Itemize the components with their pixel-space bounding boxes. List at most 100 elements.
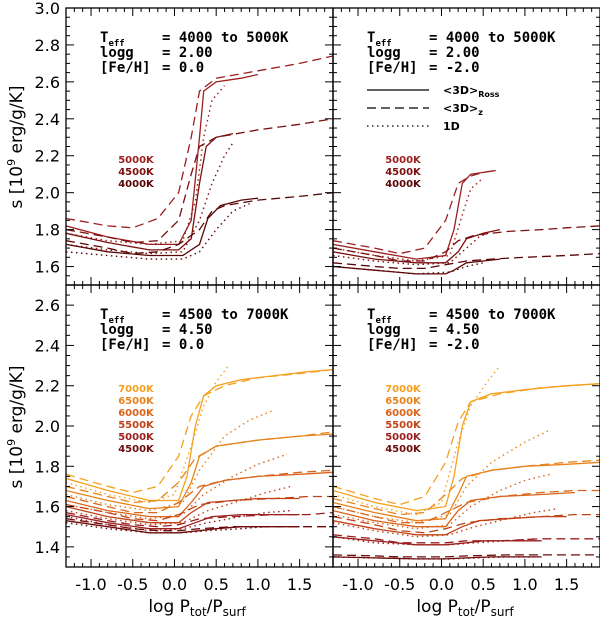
- legend-subscript: z: [478, 108, 483, 117]
- series-5500K-dashed-line: [66, 495, 333, 522]
- x-tick-label: 1.5: [287, 575, 312, 594]
- series-4000K-solid-line: [66, 197, 258, 257]
- series-5500K-solid-line: [333, 515, 567, 536]
- series-4000K-solid-line: [333, 258, 500, 275]
- x-axis-title: log Ptot/Psurf: [416, 597, 514, 619]
- x-tick-label: -1.0: [342, 575, 373, 594]
- series-7000K-dashed-line: [333, 383, 600, 506]
- y-tick-label: 2.2: [35, 147, 60, 166]
- x-tick-label: 1.5: [554, 575, 579, 594]
- series-6000K-solid-line: [66, 471, 333, 518]
- series-4500K-dashed-line: [333, 554, 600, 558]
- series-4500K-solid-line: [333, 228, 501, 264]
- y-axis-unit: erg/g/K]: [7, 86, 27, 159]
- temperature-label: 7000K: [385, 384, 422, 395]
- series-group: [66, 55, 333, 260]
- x-axis-subscript: tot: [190, 605, 207, 619]
- param-value: = 4.50: [162, 322, 213, 338]
- x-tick-label: 0.5: [470, 575, 495, 594]
- series-5000K-dashed-line: [333, 534, 600, 544]
- panel-bottom-left: 1.41.61.82.02.22.42.6 Teff = 4500 to 7000K…: [35, 284, 334, 594]
- series-4500K-solid-line: [66, 520, 300, 534]
- series-4500K-dashed-line: [333, 225, 600, 262]
- param-label: logg: [367, 45, 401, 61]
- param-value: = 4500 to 7000K: [429, 307, 556, 323]
- temperature-label: 5000K: [385, 432, 422, 443]
- x-axis-slash: /P: [207, 597, 223, 617]
- temperature-label: 4500K: [118, 167, 155, 178]
- param-value: = 0.0: [162, 337, 204, 353]
- series-5000K-dotted-line: [66, 509, 292, 532]
- y-axis-superscript: 9: [5, 159, 18, 166]
- temperature-label: 5000K: [118, 432, 155, 443]
- series-5500K-dashed-line: [333, 513, 600, 534]
- param-value: = 2.00: [162, 45, 213, 61]
- param-label: [Fe/H]: [100, 60, 151, 76]
- temperature-label: 4000K: [385, 179, 422, 190]
- series-6000K-dashed-line: [333, 489, 600, 524]
- param-subscript: eff: [108, 316, 124, 326]
- series-5000K-dotted-line: [66, 85, 226, 246]
- temperature-label: 4500K: [385, 444, 422, 455]
- x-tick-label: -0.5: [384, 575, 415, 594]
- legend-label: <3D>Ross: [443, 84, 500, 99]
- y-tick-label: 2.6: [35, 296, 60, 315]
- param-label: [Fe/H]: [367, 60, 418, 76]
- series-group: [333, 169, 600, 275]
- x-axis-subscript: surf: [491, 605, 515, 619]
- temperature-label: 4500K: [385, 167, 422, 178]
- param-label: logg: [100, 322, 134, 338]
- temperature-label: 5500K: [118, 420, 155, 431]
- y-tick-label: 2.6: [35, 73, 60, 92]
- series-5500K-dotted-line: [333, 507, 559, 538]
- legend-subscript: Ross: [478, 90, 499, 99]
- x-tick-label: -1.0: [75, 575, 106, 594]
- param-value: = 0.0: [162, 60, 204, 76]
- y-tick-label: 2.8: [35, 36, 60, 55]
- temperature-label: 6000K: [118, 408, 155, 419]
- x-tick-label: -0.5: [117, 575, 148, 594]
- y-tick-label: 1.6: [35, 498, 60, 517]
- temperature-label: 6500K: [118, 396, 155, 407]
- series-5000K-solid-line: [333, 536, 542, 546]
- param-value: = -2.0: [429, 337, 480, 353]
- series-6500K-dotted-line: [333, 429, 551, 524]
- param-label: logg: [100, 45, 134, 61]
- param-label: logg: [367, 322, 401, 338]
- y-axis-unit: erg/g/K]: [7, 366, 27, 439]
- param-value: = 4500 to 7000K: [162, 307, 289, 323]
- legend-label: 1D: [443, 120, 460, 133]
- x-tick-label: 1.0: [512, 575, 537, 594]
- series-4500K-solid-line: [66, 132, 234, 251]
- series-4000K-dotted-line: [333, 262, 484, 275]
- temperature-label: 6000K: [385, 408, 422, 419]
- param-label: [Fe/H]: [100, 337, 151, 353]
- y-tick-label: 2.4: [35, 336, 60, 355]
- series-6000K-solid-line: [333, 491, 576, 528]
- series-4500K-dotted-line: [333, 230, 492, 266]
- y-axis-title: s [109 erg/g/K]: [5, 86, 27, 209]
- y-tick-label: 3.0: [35, 0, 60, 18]
- series-5000K-dashed-line: [66, 55, 333, 229]
- series-group: [66, 365, 333, 534]
- temperature-label: 4000K: [118, 179, 155, 190]
- param-subscript: eff: [375, 316, 391, 326]
- x-tick-label: 1.0: [245, 575, 270, 594]
- series-6500K-dotted-line: [66, 409, 275, 512]
- y-tick-label: 2.2: [35, 377, 60, 396]
- series-4500K-dashed-line: [66, 118, 333, 244]
- series-7000K-dotted-line: [66, 365, 230, 504]
- series-5500K-solid-line: [66, 497, 300, 524]
- temperature-label: 5500K: [385, 420, 422, 431]
- temperature-label: 7000K: [118, 384, 155, 395]
- param-value: = 2.00: [429, 45, 480, 61]
- series-7000K-dotted-line: [333, 365, 501, 516]
- x-tick-label: 0.0: [429, 575, 454, 594]
- legend-label: <3D>z: [443, 102, 483, 117]
- series-5000K-solid-line: [66, 73, 259, 246]
- series-6000K-dotted-line: [333, 473, 551, 530]
- y-axis-title: s [109 erg/g/K]: [5, 366, 27, 489]
- series-6000K-dashed-line: [66, 469, 333, 514]
